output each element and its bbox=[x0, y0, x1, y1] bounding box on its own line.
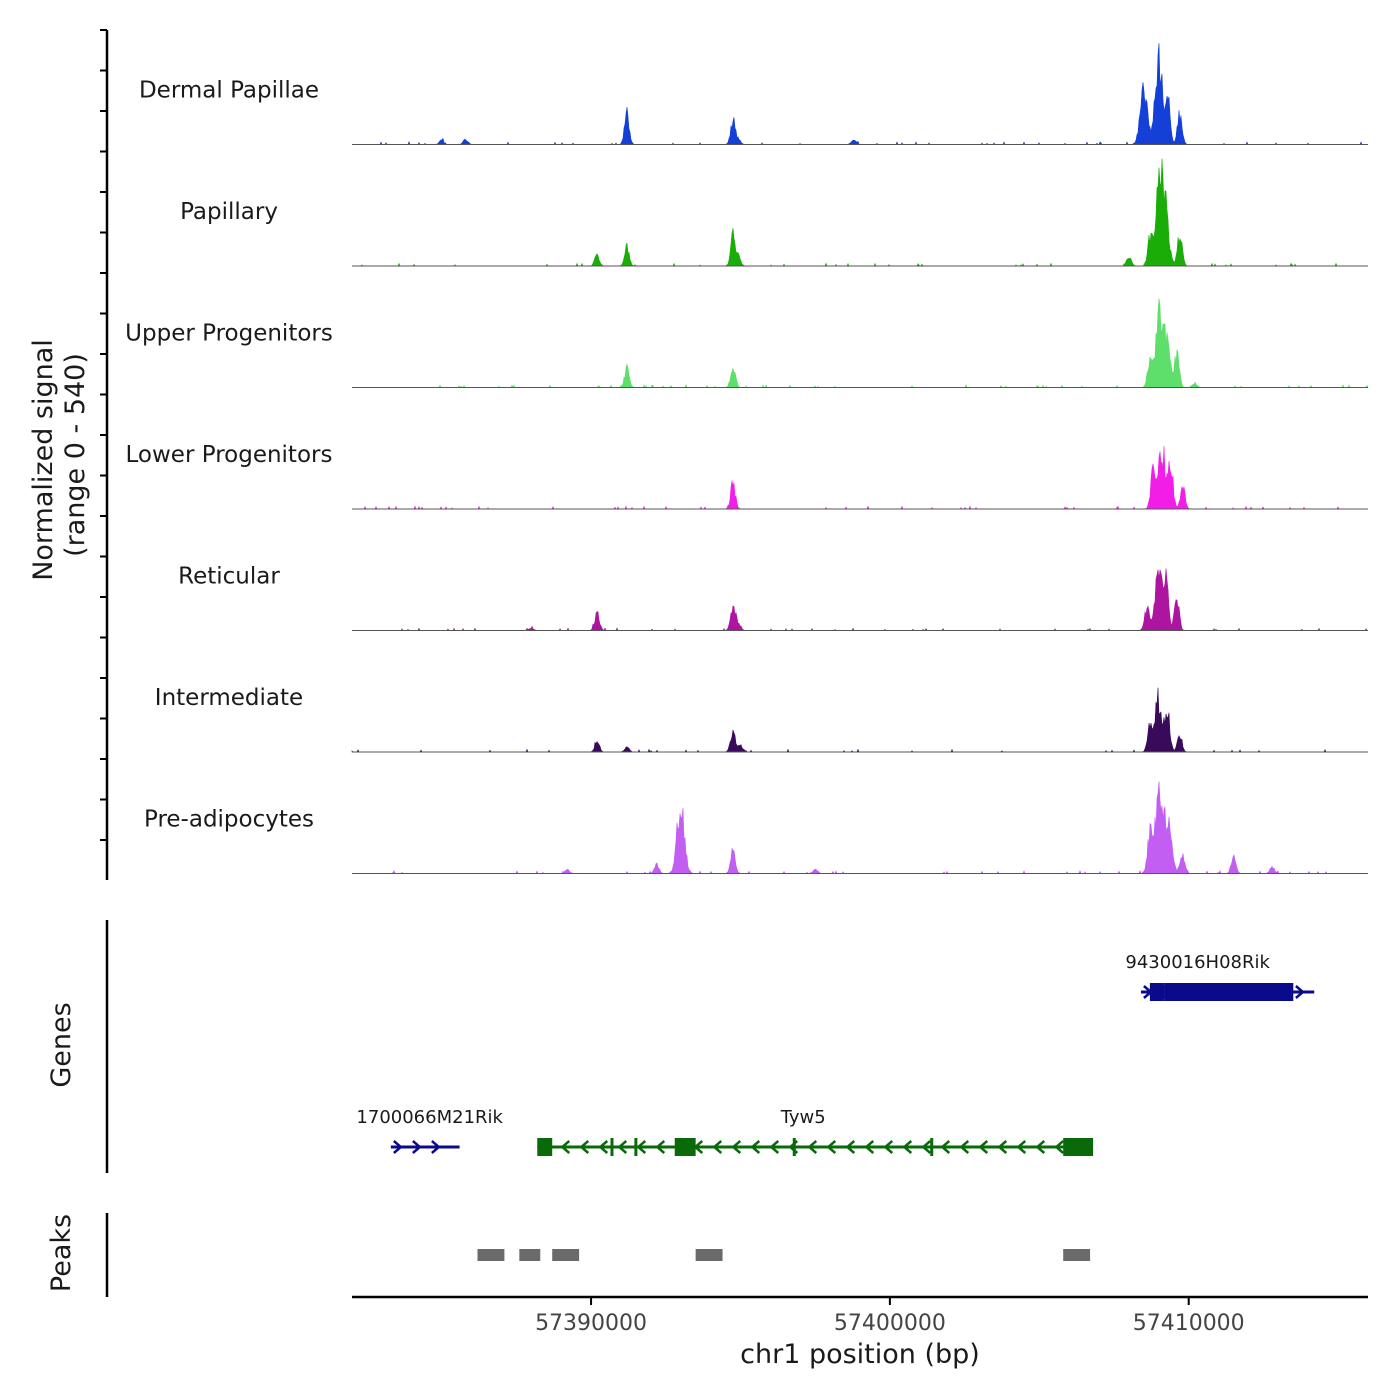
coverage-track: Upper Progenitors bbox=[125, 298, 1369, 389]
coverage-track: Lower Progenitors bbox=[126, 442, 1368, 510]
gene-model: 9430016H08Rik bbox=[1125, 952, 1315, 1001]
track-label: Dermal Papillae bbox=[139, 78, 319, 104]
coverage-track: Reticular bbox=[178, 564, 1368, 632]
strand-arrow bbox=[959, 1140, 970, 1154]
strand-arrow bbox=[712, 1140, 723, 1154]
track-label: Intermediate bbox=[155, 685, 303, 711]
exon-block bbox=[1063, 1138, 1094, 1156]
strand-arrow bbox=[1295, 985, 1305, 999]
track-label: Papillary bbox=[180, 199, 278, 225]
strand-arrow bbox=[1035, 1140, 1046, 1154]
coverage-track: Dermal Papillae bbox=[139, 43, 1368, 145]
peak-bar bbox=[695, 1249, 723, 1261]
x-axis-ticks: 57390000 57400000 57410000 bbox=[535, 1297, 1245, 1336]
coverage-area bbox=[352, 568, 1368, 632]
x-tick-label: 57410000 bbox=[1133, 1311, 1245, 1336]
gene-label: Tyw5 bbox=[780, 1107, 826, 1128]
coverage-area bbox=[352, 781, 1368, 875]
strand-arrow bbox=[431, 1140, 441, 1154]
gene-label: 9430016H08Rik bbox=[1125, 952, 1270, 973]
strand-arrow bbox=[845, 1140, 856, 1154]
gene-model: Tyw5 bbox=[537, 1107, 1094, 1156]
strand-arrow bbox=[579, 1140, 590, 1154]
coverage-tracks: Dermal Papillae Papillary Upper Progenitor… bbox=[125, 43, 1369, 875]
strand-arrow bbox=[412, 1140, 422, 1154]
strand-arrow bbox=[826, 1140, 837, 1154]
peak-bars bbox=[477, 1249, 1091, 1261]
strand-arrow bbox=[997, 1140, 1008, 1154]
coverage-area bbox=[352, 158, 1368, 267]
strand-arrow bbox=[1054, 1140, 1065, 1154]
coverage-area bbox=[352, 43, 1368, 145]
signal-axis-ticks bbox=[100, 29, 107, 841]
peak-bar bbox=[477, 1249, 505, 1261]
strand-arrow bbox=[883, 1140, 894, 1154]
x-tick-label: 57400000 bbox=[834, 1311, 946, 1336]
strand-arrow bbox=[978, 1140, 989, 1154]
coverage-area bbox=[351, 687, 1368, 753]
peak-bar bbox=[519, 1249, 541, 1261]
strand-arrow bbox=[921, 1140, 932, 1154]
track-label: Lower Progenitors bbox=[126, 442, 333, 468]
peak-bar bbox=[1063, 1249, 1091, 1261]
exon-block bbox=[674, 1138, 696, 1156]
exon-block bbox=[1149, 983, 1165, 1001]
exon-block bbox=[537, 1138, 553, 1156]
coverage-track: Intermediate bbox=[155, 685, 1368, 753]
exon-block bbox=[1164, 983, 1294, 1001]
track-label: Upper Progenitors bbox=[125, 321, 333, 347]
strand-arrow bbox=[769, 1140, 780, 1154]
gene-models: 9430016H08Rik 1700066M21Rik Tyw5 bbox=[356, 952, 1315, 1156]
y-axis-title: Normalized signal (range 0 - 540) bbox=[28, 339, 91, 581]
y-axis-title-line1: Normalized signal bbox=[28, 339, 59, 581]
track-label: Reticular bbox=[178, 564, 280, 590]
strand-arrow bbox=[1016, 1140, 1027, 1154]
peaks-axis-title: Peaks bbox=[46, 1214, 77, 1292]
coverage-track: Papillary bbox=[180, 158, 1368, 267]
strand-arrow bbox=[731, 1140, 742, 1154]
strand-arrow bbox=[655, 1140, 666, 1154]
x-tick-label: 57390000 bbox=[535, 1311, 647, 1336]
x-axis-title: chr1 position (bp) bbox=[740, 1339, 980, 1370]
strand-arrow bbox=[940, 1140, 951, 1154]
strand-arrow bbox=[750, 1140, 761, 1154]
gene-label: 1700066M21Rik bbox=[356, 1107, 503, 1128]
strand-arrow bbox=[598, 1140, 609, 1154]
strand-arrow bbox=[617, 1140, 628, 1154]
peak-bar bbox=[552, 1249, 580, 1261]
track-label: Pre-adipocytes bbox=[144, 807, 314, 833]
coverage-area bbox=[352, 446, 1368, 510]
strand-arrow bbox=[393, 1140, 403, 1154]
strand-arrow bbox=[636, 1140, 647, 1154]
strand-arrow bbox=[902, 1140, 913, 1154]
strand-arrow bbox=[807, 1140, 818, 1154]
y-axis-title-line2: (range 0 - 540) bbox=[60, 353, 91, 557]
strand-arrow bbox=[864, 1140, 875, 1154]
genes-axis-title: Genes bbox=[46, 1002, 77, 1087]
strand-arrow bbox=[560, 1140, 571, 1154]
coverage-area bbox=[352, 298, 1369, 389]
coverage-track: Pre-adipocytes bbox=[144, 781, 1368, 875]
gene-model: 1700066M21Rik bbox=[356, 1107, 504, 1154]
